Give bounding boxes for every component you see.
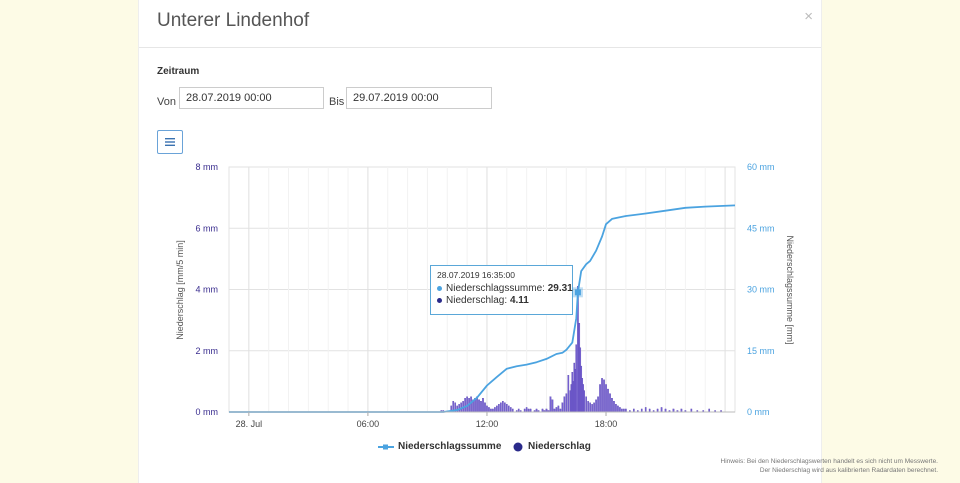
precip-bar xyxy=(613,401,615,413)
x-tick-label: 18:00 xyxy=(595,419,618,429)
header-divider xyxy=(139,47,821,48)
tooltip-precip-dot xyxy=(437,297,442,303)
precip-bar xyxy=(611,398,613,413)
precip-bar xyxy=(567,375,570,413)
from-date-input[interactable] xyxy=(179,87,324,109)
legend-dot-icon xyxy=(513,442,523,451)
tooltip-precip-label: Niederschlag: xyxy=(446,295,508,306)
precip-bar xyxy=(557,405,560,413)
to-date-input[interactable] xyxy=(346,87,492,109)
y-tick-label-left: 8 mm xyxy=(196,162,219,172)
y-tick-label-left: 6 mm xyxy=(196,223,219,233)
cumulative-sum-line xyxy=(229,204,736,413)
precip-bar xyxy=(496,405,498,413)
precip-bar xyxy=(619,407,621,413)
precip-bar xyxy=(494,407,496,413)
tooltip-precip-row: Niederschlag: 4.11 xyxy=(437,295,566,307)
legend-item-sum[interactable]: Niederschlagssumme xyxy=(378,441,501,452)
legend-label-sum: Niederschlagssumme xyxy=(398,441,502,452)
precip-bar xyxy=(575,344,578,413)
hint-line-2: Der Niederschlag wird aus kalibrierten R… xyxy=(759,467,938,474)
precip-bar xyxy=(502,401,504,413)
precip-bar xyxy=(591,404,593,413)
close-icon[interactable]: × xyxy=(804,8,813,25)
precip-bar xyxy=(617,405,619,413)
y-tick-label-left: 0 mm xyxy=(196,407,219,417)
precip-bar xyxy=(601,378,603,413)
precip-bar xyxy=(480,401,482,413)
precip-bar xyxy=(488,407,490,413)
precip-bar xyxy=(551,399,554,413)
precip-bar xyxy=(597,396,599,413)
y-tick-label-right: 0 mm xyxy=(747,407,770,417)
precip-bar xyxy=(470,396,472,413)
legend-line-icon xyxy=(378,444,394,449)
precip-bar xyxy=(525,407,528,413)
from-label: Von xyxy=(157,96,176,108)
precip-bar xyxy=(565,393,568,413)
precip-bar xyxy=(587,401,589,413)
precip-bar xyxy=(486,405,488,413)
tooltip-sum-label: Niederschlagssumme: xyxy=(446,283,545,294)
precip-bar xyxy=(644,407,647,413)
precip-bar xyxy=(599,384,601,413)
hint-line-1: Hinweis: Bei den Niederschlagswerten han… xyxy=(720,458,939,465)
precip-bar xyxy=(505,404,508,413)
precip-bar xyxy=(555,407,558,413)
hint-text: Hinweis: Bei den Niederschlagswerten han… xyxy=(658,457,939,475)
dialog-title: Unterer Lindenhof xyxy=(157,10,310,31)
precip-bar xyxy=(484,402,486,413)
precip-bar xyxy=(589,402,591,413)
tooltip-sum-value: 29.31 xyxy=(547,283,573,294)
precip-bar xyxy=(607,388,609,413)
precip-bar xyxy=(561,402,564,413)
precip-bar xyxy=(507,405,510,413)
precip-bar xyxy=(609,393,611,413)
y-axis-title-left: Niederschlag [mm/5 min] xyxy=(175,240,185,340)
precip-bar xyxy=(464,398,466,413)
precip-bar xyxy=(660,407,663,413)
period-label: Zeitraum xyxy=(157,66,200,77)
x-tick-label: 06:00 xyxy=(357,419,380,429)
x-tick-label: 12:00 xyxy=(476,419,499,429)
precip-bar xyxy=(603,379,605,413)
hamburger-menu-icon xyxy=(165,138,175,146)
precip-bar xyxy=(585,396,587,413)
y-tick-label-right: 15 mm xyxy=(747,346,775,356)
to-label: Bis xyxy=(329,96,345,108)
tooltip-sum-dot xyxy=(437,285,442,291)
y-tick-label-right: 30 mm xyxy=(747,285,775,295)
hover-marker xyxy=(574,289,581,296)
y-axis-title-right: Niederschlagssumme [mm] xyxy=(785,235,795,344)
y-tick-label-right: 45 mm xyxy=(747,223,775,233)
tooltip-date: 28.07.2019 16:35:00 xyxy=(437,270,515,280)
tooltip-precip-value: 4.11 xyxy=(509,295,529,306)
precip-bar xyxy=(509,407,512,413)
chart-menu-button[interactable] xyxy=(157,130,183,154)
legend-item-precip[interactable]: Niederschlag xyxy=(513,441,591,452)
legend-label-precip: Niederschlag xyxy=(528,441,591,452)
tooltip-sum-row: Niederschlagssumme: 29.31 xyxy=(437,283,573,295)
precip-bar xyxy=(605,384,607,413)
precip-bar xyxy=(595,399,597,413)
precip-bar xyxy=(504,402,506,413)
precip-bar xyxy=(478,399,480,413)
precip-bar xyxy=(563,396,566,413)
precip-bar xyxy=(583,390,586,413)
precip-bar xyxy=(482,398,484,413)
y-tick-label-left: 2 mm xyxy=(196,346,219,356)
precip-bar xyxy=(498,404,500,413)
y-tick-label-right: 60 mm xyxy=(747,162,775,172)
precip-bar xyxy=(615,404,617,413)
precip-bar xyxy=(549,396,552,413)
precip-bar xyxy=(500,402,502,413)
x-tick-label: 28. Jul xyxy=(236,419,263,429)
y-tick-label-left: 4 mm xyxy=(196,285,219,295)
chart-tooltip: 28.07.2019 16:35:00 Niederschlagssumme: … xyxy=(430,265,573,315)
precip-bar xyxy=(593,402,595,413)
